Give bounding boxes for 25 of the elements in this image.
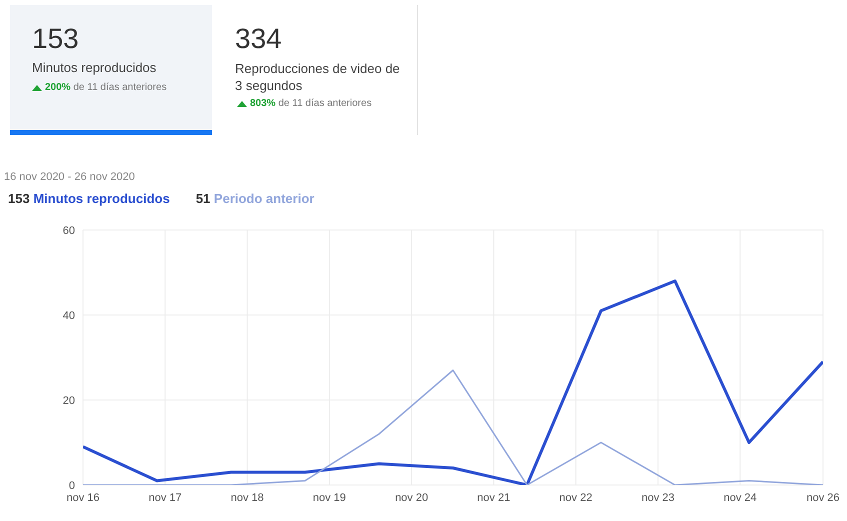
text: 153 <box>8 191 31 206</box>
text: 334 <box>235 23 282 55</box>
text: 803% de 11 días anteriores <box>250 98 372 109</box>
x-tick-label: nov 19 <box>312 492 346 504</box>
text: 200% de 11 días anteriores <box>45 82 167 93</box>
x-tick-label: nov 18 <box>230 492 264 504</box>
x-tick-label: nov 22 <box>559 492 592 504</box>
chart-subtitle: 16 nov 2020 - 26 nov 2020 <box>4 171 135 183</box>
text: Reproducciones de video de 3 segundos <box>235 60 401 94</box>
text: 51 <box>196 191 212 206</box>
text: Periodo anterior <box>214 191 314 206</box>
x-tick-label: nov 16 <box>66 492 100 504</box>
text: 153 <box>32 23 79 55</box>
y-tick-label: 60 <box>62 224 75 237</box>
x-tick-label: nov 26 <box>806 492 840 504</box>
x-tick-label: nov 21 <box>477 492 510 504</box>
x-tick-label: nov 17 <box>148 492 182 504</box>
x-tick-label: nov 20 <box>395 492 428 504</box>
y-tick-label: 0 <box>68 480 75 492</box>
text: Minutos reproducidos <box>32 60 156 75</box>
x-tick-label: nov 24 <box>724 492 757 504</box>
y-tick-label: 20 <box>62 394 75 407</box>
text: Minutos reproducidos <box>33 191 170 206</box>
x-tick-label: nov 23 <box>641 492 675 504</box>
y-tick-label: 40 <box>62 310 75 322</box>
